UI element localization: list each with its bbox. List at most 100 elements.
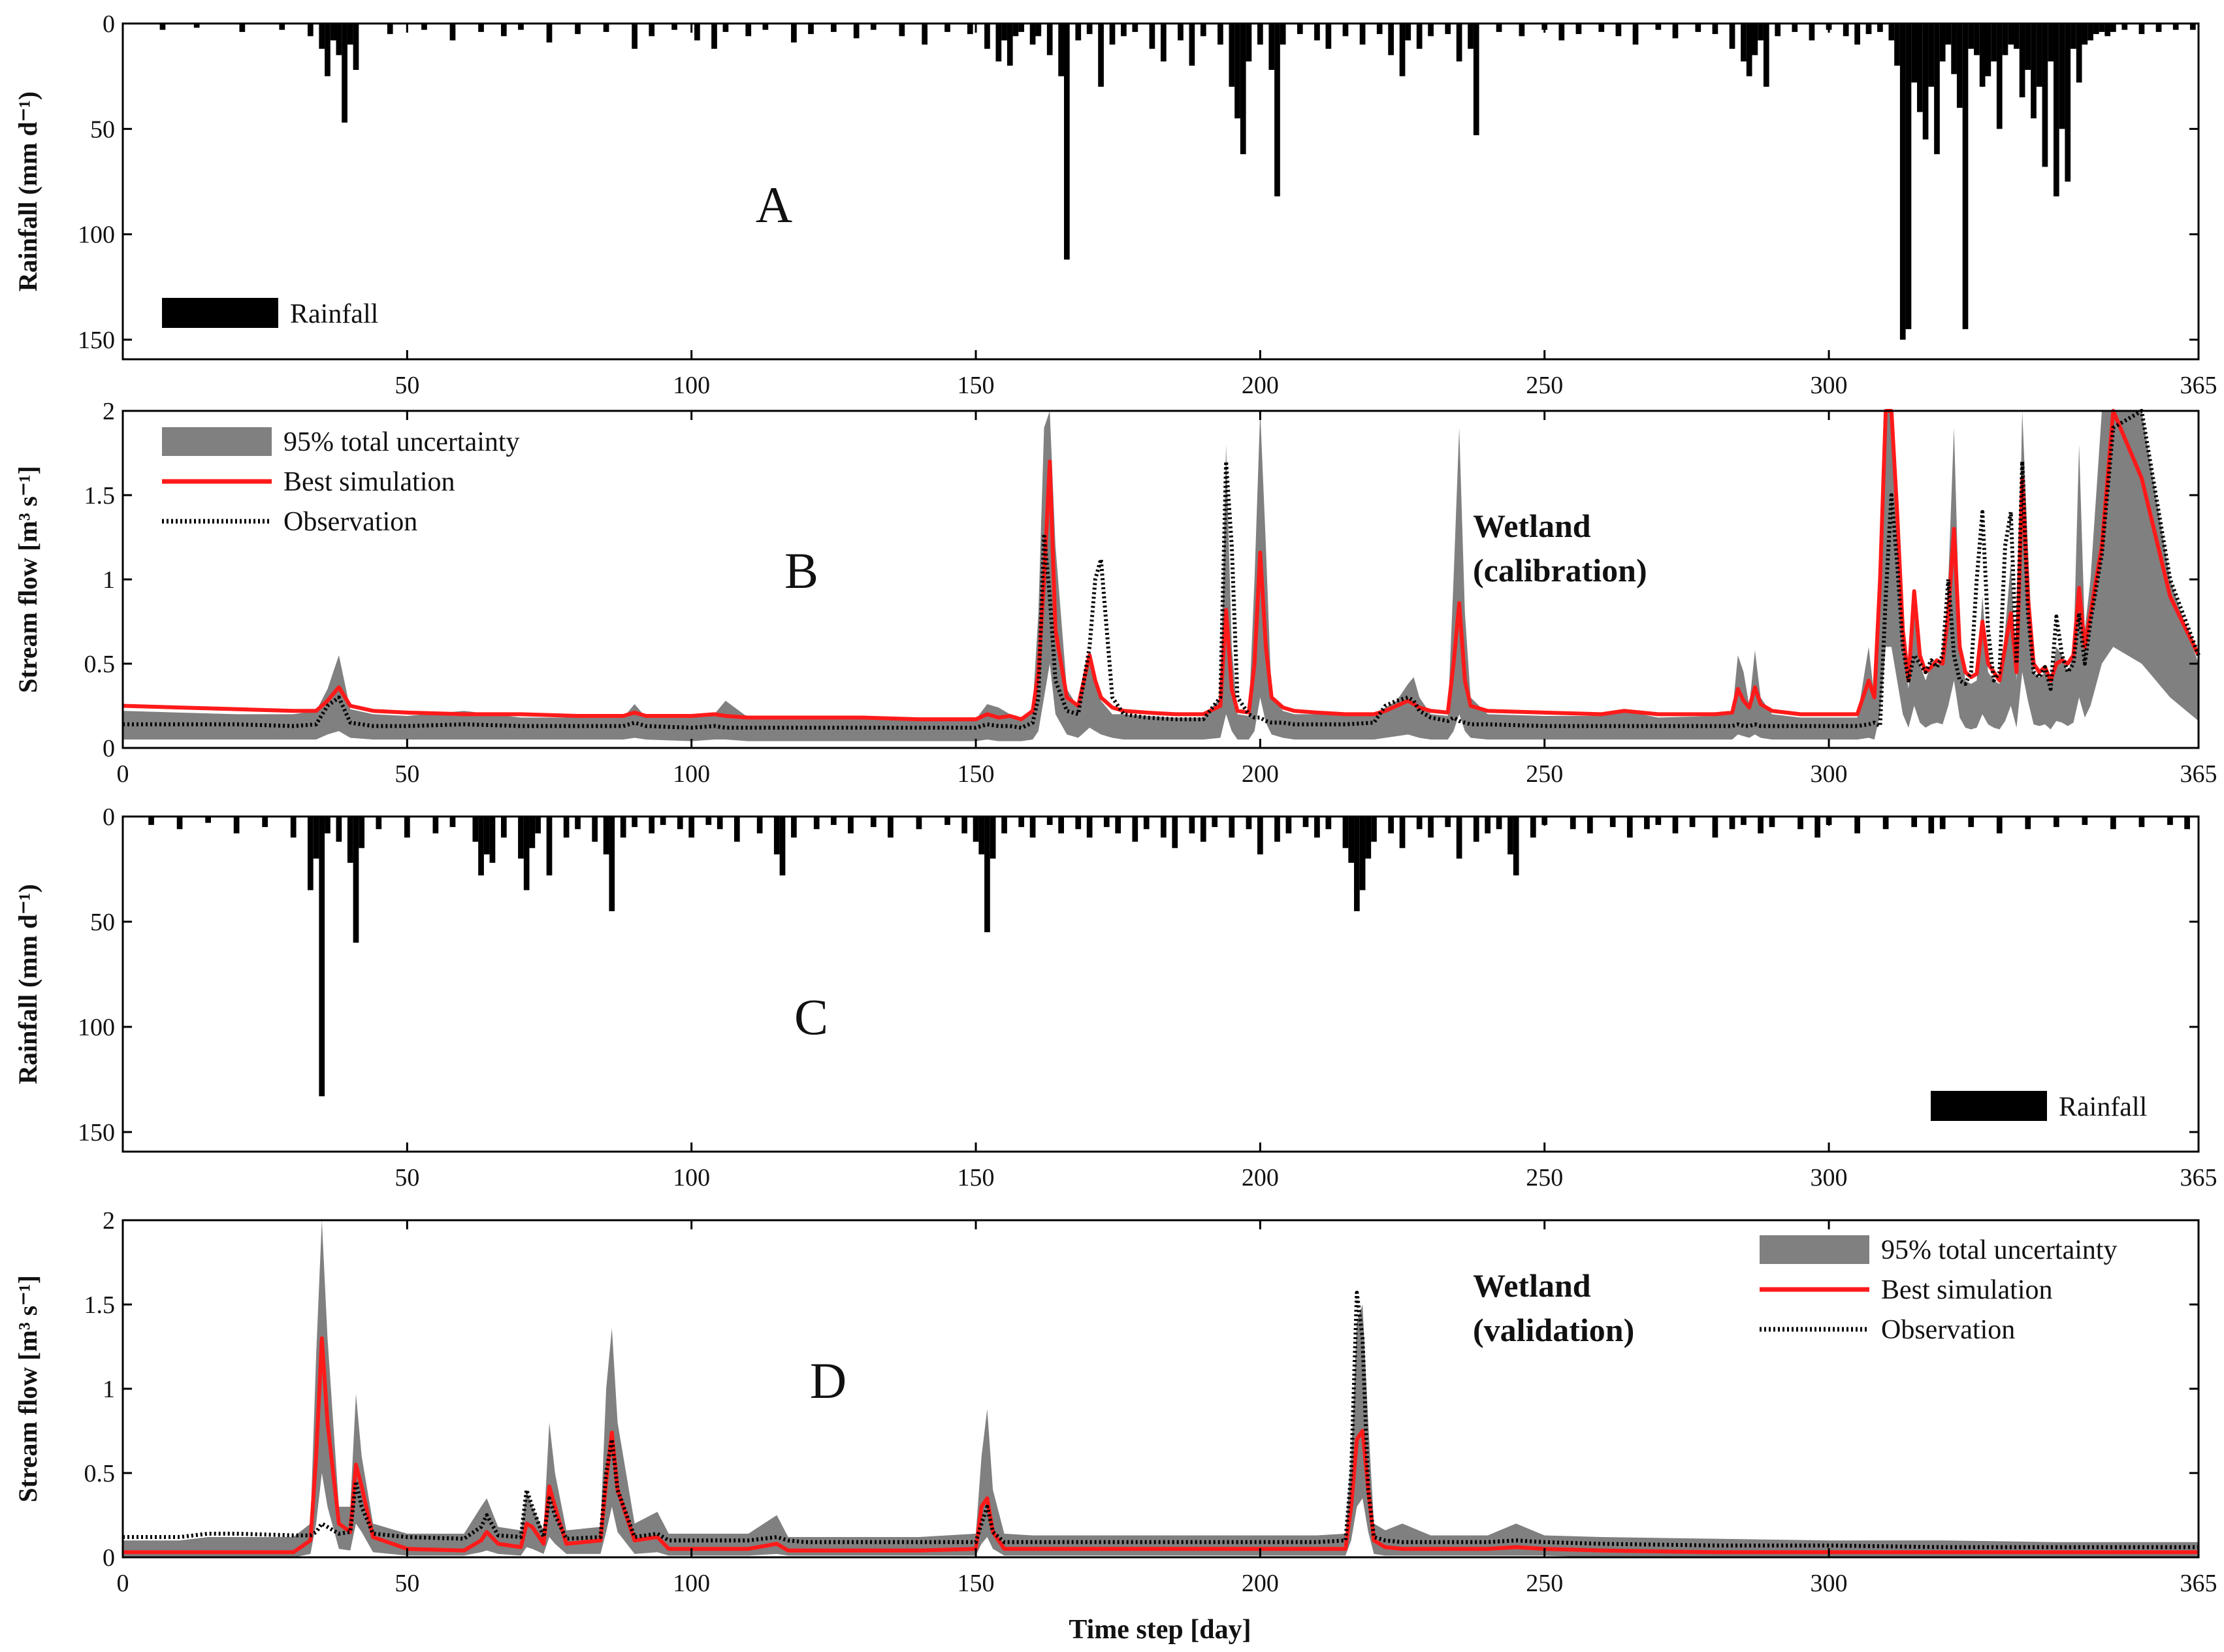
uncertainty-band xyxy=(123,411,2199,741)
site-annotation: Wetland xyxy=(1473,508,1591,544)
rain-bar xyxy=(1456,817,1462,859)
legend-band-swatch xyxy=(1760,1235,1869,1264)
rain-bar xyxy=(1746,24,1752,76)
rain-bar xyxy=(1939,24,1946,62)
rain-bar xyxy=(944,24,950,32)
rain-bar xyxy=(1468,24,1474,49)
rain-bar xyxy=(660,817,666,825)
rain-bar xyxy=(193,24,200,28)
y-tick-label: 100 xyxy=(78,1014,115,1041)
legend: Rainfall xyxy=(1931,1091,2147,1122)
y-tick-label: 0 xyxy=(103,735,115,762)
rain-bar xyxy=(1655,817,1662,825)
rain-bar xyxy=(1103,817,1110,828)
rain-bar xyxy=(176,817,183,830)
rain-bar xyxy=(1399,24,1406,76)
rain-bar xyxy=(1342,24,1349,37)
rain-bar xyxy=(483,817,490,854)
rain-bar xyxy=(1558,24,1565,40)
rain-bar xyxy=(1285,817,1292,834)
plot-frame xyxy=(121,1219,2200,1559)
rain-bar xyxy=(2031,24,2037,119)
rain-bar xyxy=(472,817,479,842)
rain-bar xyxy=(1769,817,1775,828)
rain-bar xyxy=(1217,24,1223,45)
y-tick-label: 50 xyxy=(90,116,115,143)
rain-bar xyxy=(1956,24,1963,108)
rain-bar xyxy=(501,817,507,838)
rain-bar xyxy=(1729,817,1735,830)
x-tick-label: 150 xyxy=(958,372,995,399)
rain-bar xyxy=(290,817,297,838)
rain-bar xyxy=(603,817,609,854)
rain-bar xyxy=(1473,24,1479,136)
rain-bar xyxy=(1132,817,1138,842)
rain-bar xyxy=(1178,24,1184,40)
y-tick-label: 0 xyxy=(103,803,115,831)
rain-bar xyxy=(319,817,325,1097)
rain-bar xyxy=(984,817,990,933)
rain-bar xyxy=(1792,24,1798,32)
rain-bar xyxy=(1485,817,1491,834)
rain-bar xyxy=(2104,24,2111,37)
rain-bar xyxy=(733,817,740,842)
y-tick-label: 0 xyxy=(103,1544,115,1572)
y-axis-label: Rainfall (mm d⁻¹) xyxy=(13,884,42,1084)
rain-bar xyxy=(1405,24,1411,40)
rain-bar xyxy=(563,817,570,838)
rain-bar xyxy=(1075,24,1082,40)
rain-bar xyxy=(1086,817,1093,838)
rain-bar xyxy=(1388,817,1394,834)
rain-bar xyxy=(2008,24,2014,45)
rain-bar xyxy=(922,24,928,45)
rain-bar xyxy=(2121,24,2128,30)
rain-bar xyxy=(1689,817,1696,828)
rain-bar xyxy=(1775,24,1781,37)
y-tick-label: 150 xyxy=(78,327,115,354)
panel-a: 0 50 100 150 50 100 150 200 250 300 365 Rainfall (m… xyxy=(13,10,2217,399)
rain-bar xyxy=(1712,24,1718,35)
rain-bar xyxy=(2155,24,2162,32)
rain-bar xyxy=(2048,24,2054,62)
rain-bar xyxy=(2059,24,2065,129)
rain-bar xyxy=(1928,24,1935,87)
x-tick-label: 300 xyxy=(1811,1164,1848,1191)
rain-bar xyxy=(1991,24,1997,62)
rain-bar xyxy=(2167,817,2173,825)
y-tick-label: 100 xyxy=(78,221,115,249)
plot-frame xyxy=(121,22,2200,361)
rain-bar xyxy=(1098,24,1104,87)
rain-bar xyxy=(1018,817,1025,828)
rain-bar xyxy=(1046,24,1053,56)
y-tick-label: 1 xyxy=(103,566,115,594)
rain-bar xyxy=(1598,24,1605,32)
rain-bar xyxy=(1348,817,1355,863)
rain-bar xyxy=(239,24,246,32)
legend-label: 95% total uncertainty xyxy=(1881,1235,2118,1265)
rain-bar xyxy=(1200,817,1206,842)
rain-bar xyxy=(2053,817,2059,828)
rain-bar xyxy=(1445,817,1451,828)
legend-label: Rainfall xyxy=(2059,1092,2147,1122)
rain-bar xyxy=(353,817,359,943)
rain-bar xyxy=(1985,24,1991,76)
rain-bar xyxy=(2042,24,2048,167)
rain-bar xyxy=(2082,817,2088,825)
rain-bar xyxy=(649,817,655,834)
rain-bar xyxy=(1229,24,1235,87)
rain-bar xyxy=(916,817,922,830)
rain-bar xyxy=(1877,24,1883,32)
rain-bar xyxy=(1342,817,1349,849)
rain-bar xyxy=(791,24,797,43)
x-tick-label: 50 xyxy=(395,760,419,788)
rain-bar xyxy=(1894,24,1900,66)
rain-bar xyxy=(2138,817,2145,828)
rain-bar xyxy=(2053,24,2059,197)
rain-bar xyxy=(404,817,410,838)
rain-bar xyxy=(1911,24,1918,83)
y-tick-label: 1.5 xyxy=(84,482,116,510)
rain-bar xyxy=(1365,817,1372,859)
rain-bar xyxy=(2184,817,2190,830)
rain-bar xyxy=(1325,817,1332,830)
rain-bar xyxy=(1507,817,1513,854)
